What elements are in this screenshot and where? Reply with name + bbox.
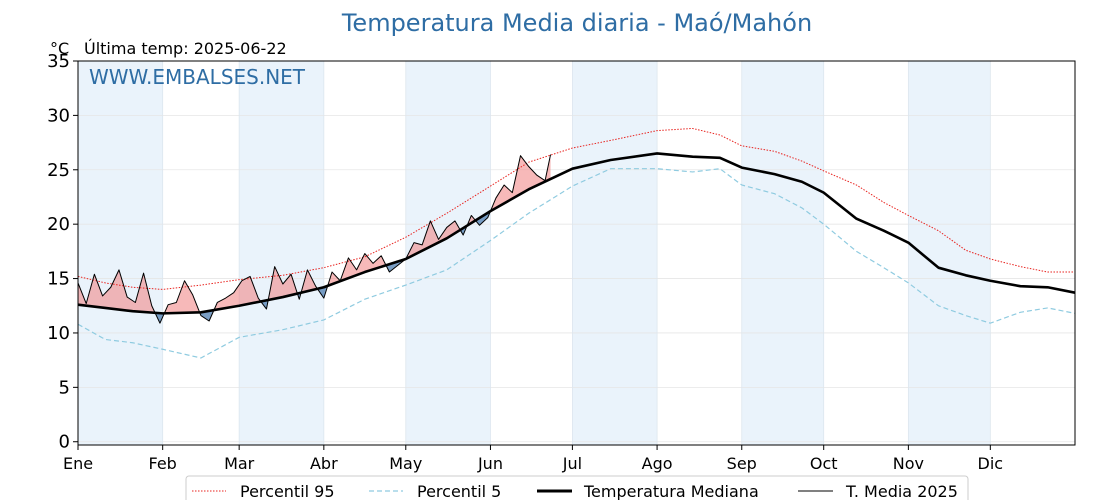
anomaly-fill-above	[78, 269, 155, 313]
x-tick-label: Nov	[893, 454, 924, 473]
series-lines	[77, 127, 1076, 359]
y-tick-label: 25	[47, 160, 70, 181]
x-tick-label: Dic	[978, 454, 1004, 473]
x-tick-label: Ene	[63, 454, 93, 473]
series-line-2025	[77, 154, 552, 324]
x-tick-label: Ago	[642, 454, 673, 473]
unit-label: °C	[50, 39, 69, 58]
plot-frame	[77, 60, 1076, 446]
anomaly-fill-above	[269, 266, 297, 300]
month-shade-band	[572, 61, 658, 445]
anomaly-fill-above	[301, 269, 318, 293]
y-tick-label: 10	[47, 323, 70, 344]
x-tick-label: Mar	[224, 454, 255, 473]
x-tick-label: Jun	[477, 454, 503, 473]
anomaly-fill-above	[490, 154, 551, 212]
legend-box	[185, 475, 969, 500]
anomaly-fill-above	[214, 276, 260, 310]
anomaly-fill-below	[155, 312, 165, 324]
y-axis: 0 5 10 15 20 25 30 35	[47, 51, 78, 453]
legend-label-p5: Percentil 5	[417, 482, 501, 500]
series-line-p5	[77, 168, 1076, 359]
x-axis: Ene Feb Mar Abr May Jun Jul Ago Sep Oct Nov Dic	[63, 445, 1003, 473]
legend: Percentil 95 Percentil 5 Temperatura Med…	[185, 475, 969, 500]
x-tick-label: Oct	[810, 454, 838, 473]
x-tick-label: Abr	[310, 454, 338, 473]
chart-title: Temperatura Media diaria - Maó/Mahón	[341, 9, 812, 37]
y-tick-label: 20	[47, 214, 70, 235]
month-shade-band	[78, 61, 163, 445]
anomaly-fill-above	[405, 220, 460, 259]
legend-label-median: Temperatura Mediana	[583, 482, 759, 500]
y-tick-label: 5	[59, 377, 70, 398]
x-tick-label: May	[389, 454, 422, 473]
legend-label-p95: Percentil 95	[240, 482, 335, 500]
series-line-median	[77, 152, 1076, 315]
month-shade-band	[741, 61, 824, 445]
watermark: WWW.EMBALSES.NET	[89, 65, 306, 89]
anomaly-fill-above	[165, 280, 200, 314]
month-shading	[78, 61, 991, 445]
y-tick-label: 15	[47, 269, 70, 290]
y-tick-label: 35	[47, 51, 70, 72]
y-tick-label: 0	[59, 432, 70, 453]
month-shade-band	[239, 61, 324, 445]
legend-label-2025: T. Media 2025	[845, 482, 958, 500]
y-tick-label: 30	[47, 105, 70, 126]
anomaly-fill-below	[386, 259, 405, 273]
series-line-p95	[77, 127, 1075, 290]
x-tick-label: Sep	[727, 454, 757, 473]
last-temp-label: Última temp: 2025-06-22	[84, 39, 287, 58]
x-tick-label: Jul	[562, 454, 582, 473]
x-tick-label: Feb	[149, 454, 177, 473]
